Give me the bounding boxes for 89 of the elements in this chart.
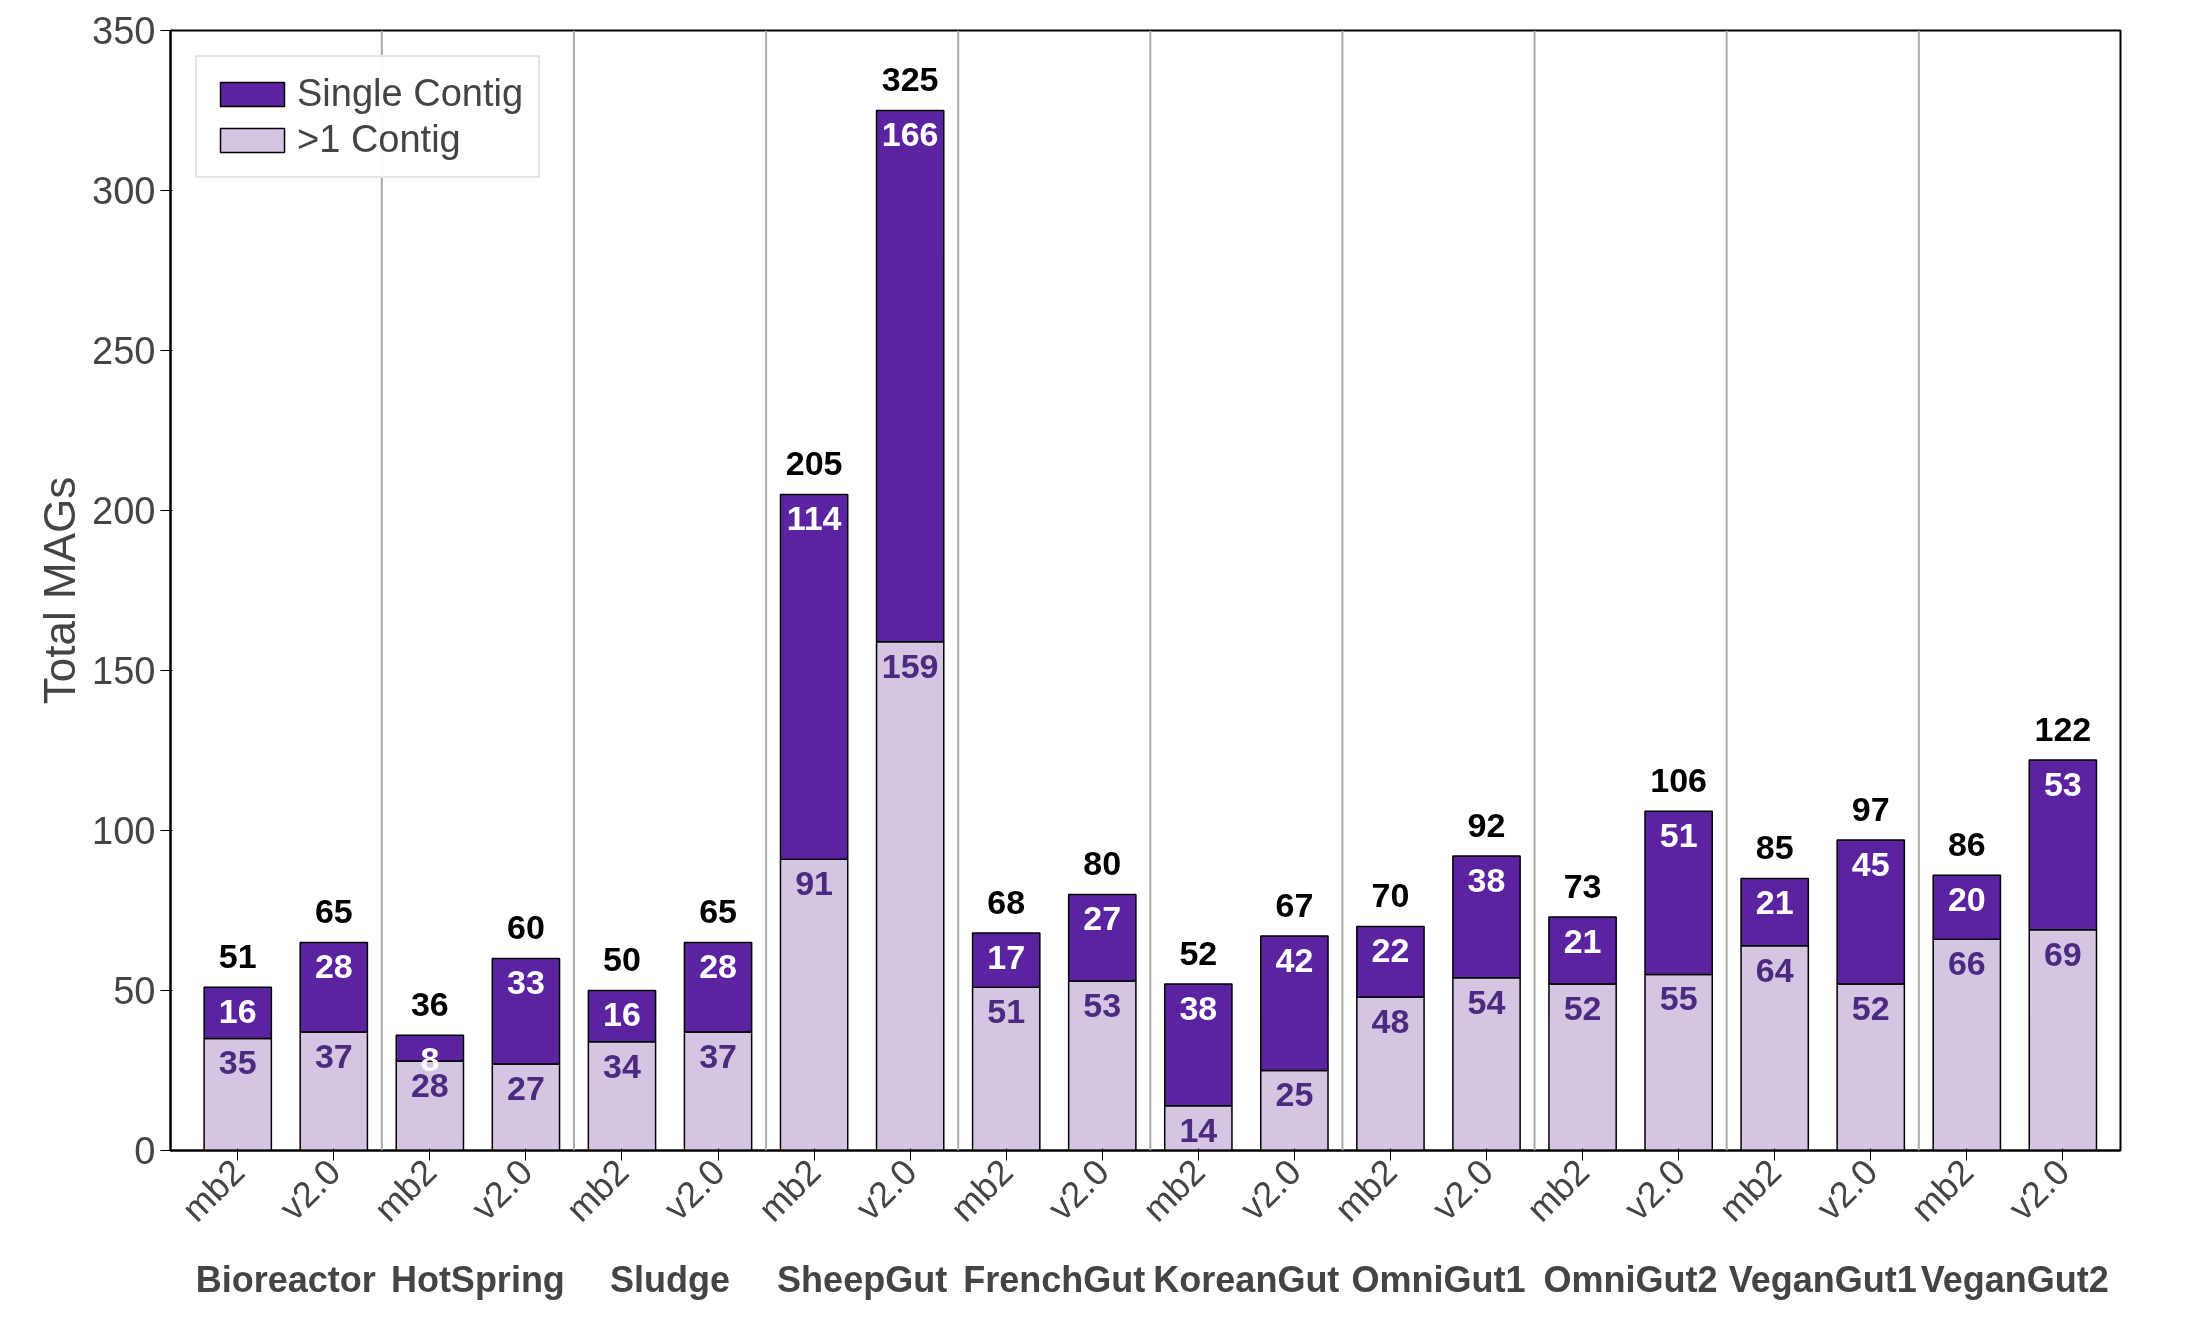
y-axis-title: Total MAGs [35,476,85,705]
total-label: 36 [410,985,449,1024]
data-label: 53 [2043,764,2082,803]
total-label: 65 [314,892,353,931]
total-label: 205 [785,444,843,483]
data-label: 33 [507,963,545,1002]
total-label: 122 [2034,709,2092,748]
y-tick-label: 50 [113,970,156,1012]
total-label: 70 [1371,876,1410,915]
text: Bioreactor [195,1258,376,1300]
data-label: 27 [1083,899,1122,938]
data-label: 22 [1371,931,1410,970]
data-label: 21 [1755,883,1794,922]
x-tick-label: v2.0 [271,1151,349,1229]
data-label: 42 [1275,940,1314,979]
data-label: 28 [314,947,353,986]
data-label: 38 [1467,860,1506,899]
data-label: 45 [1851,844,1890,883]
x-tick-label: v2.0 [1231,1151,1309,1229]
data-label: 28 [699,947,737,986]
total-label: 65 [699,892,737,931]
total-label: 80 [1083,844,1122,883]
text: OmniGut1 [1351,1258,1526,1300]
data-label: 114 [786,499,842,538]
data-label: 37 [314,1036,353,1075]
total-label: 325 [881,60,939,99]
total-label: 60 [507,908,545,947]
data-label: 48 [1371,1001,1410,1040]
legend-label: >1 Contig [297,118,461,161]
total-label: 86 [1947,825,1986,864]
total-label: 92 [1467,805,1506,844]
total-label: 73 [1563,866,1602,905]
data-label: 14 [1179,1110,1218,1149]
data-label: 20 [1947,880,1986,919]
data-label: 166 [881,115,939,154]
x-tick-label: v2.0 [1808,1151,1886,1229]
total-label: 68 [987,882,1026,921]
data-label: 69 [2043,934,2082,973]
data-label: 52 [1851,988,1890,1027]
data-label: 27 [507,1068,545,1107]
y-tick-label: 300 [92,170,156,212]
data-label: 21 [1563,921,1602,960]
data-label: 159 [881,646,939,685]
data-label: 53 [1083,985,1122,1024]
total-label: 106 [1650,761,1707,800]
total-label: 50 [603,940,641,979]
data-label: 66 [1947,944,1986,983]
data-label: 17 [987,937,1026,976]
text: VeganGut1 [1728,1258,1917,1300]
x-tick-label: v2.0 [1039,1151,1117,1229]
data-label: 35 [218,1043,257,1082]
y-tick-label: 150 [92,650,156,692]
y-tick-label: 350 [92,10,156,52]
text: SheepGut [777,1258,948,1300]
data-label: 51 [1659,816,1698,855]
total-label: 85 [1755,828,1794,867]
data-label: 51 [987,992,1026,1031]
data-label: 16 [603,995,641,1034]
text: FrenchGut [963,1258,1146,1300]
x-tick-label: v2.0 [847,1151,925,1229]
x-tick-label: v2.0 [1616,1151,1694,1229]
x-tick-label: v2.0 [2000,1151,2078,1229]
x-tick-label: v2.0 [655,1151,733,1229]
y-tick-label: 250 [92,330,156,372]
total-label: 67 [1275,885,1314,924]
data-label: 52 [1563,988,1602,1027]
data-label: 54 [1467,982,1506,1021]
data-label: 25 [1275,1075,1314,1114]
text: HotSpring [390,1258,565,1300]
data-label: 16 [218,992,257,1031]
total-label: 51 [218,937,257,976]
data-label: 34 [603,1046,641,1085]
x-tick-label: v2.0 [1423,1151,1501,1229]
data-label: 37 [699,1036,737,1075]
text: OmniGut2 [1543,1258,1718,1300]
y-tick-label: 0 [134,1130,156,1172]
y-tick-label: 200 [92,490,156,532]
text: Sludge [610,1258,731,1300]
data-label: 38 [1179,988,1218,1027]
data-label: 55 [1659,979,1698,1018]
legend-label: Single Contig [297,72,524,115]
x-tick-label: v2.0 [463,1151,541,1229]
data-label: 91 [795,864,834,903]
y-tick-label: 100 [92,810,156,852]
total-label: 97 [1851,789,1890,828]
text: VeganGut2 [1920,1258,2109,1300]
text: KoreanGut [1153,1258,1340,1300]
total-label: 52 [1179,933,1218,972]
data-label: 64 [1755,950,1794,989]
